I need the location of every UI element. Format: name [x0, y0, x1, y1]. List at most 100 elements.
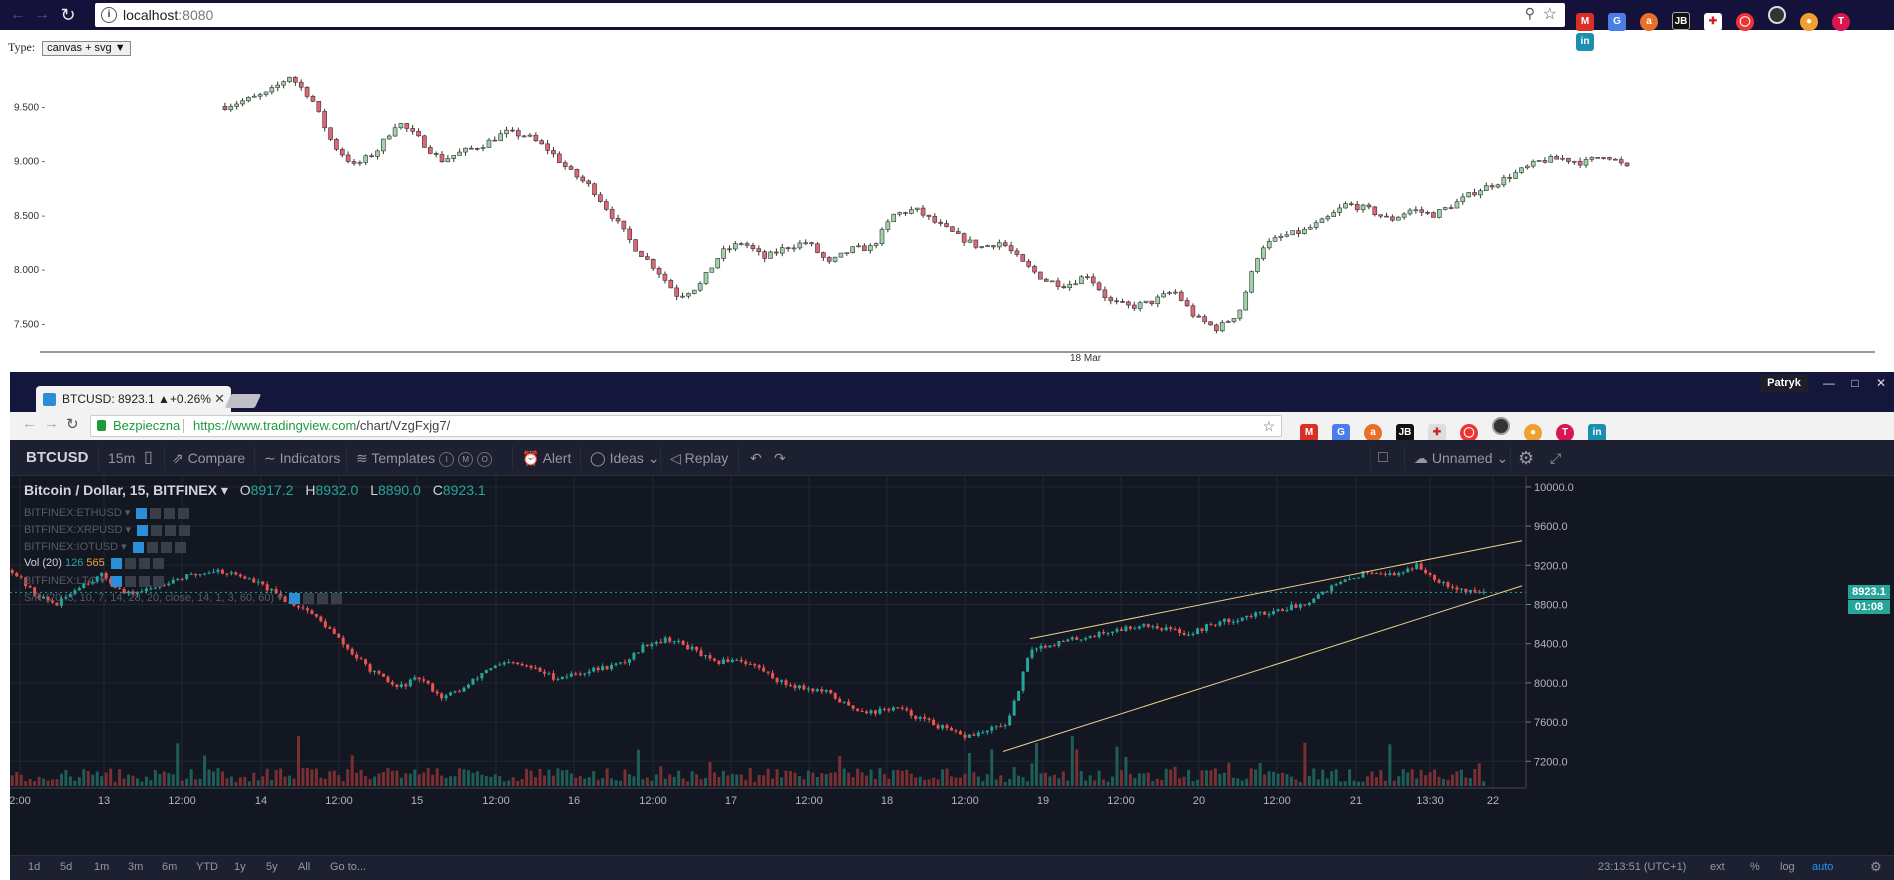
- settings-icon[interactable]: [125, 575, 137, 587]
- settings-gear-icon[interactable]: ⚙: [1518, 448, 1535, 468]
- ext-toggle[interactable]: ext: [1710, 861, 1725, 873]
- forward-icon[interactable]: →: [34, 6, 50, 23]
- range-1m[interactable]: 1m: [94, 861, 110, 873]
- chart-style-icon[interactable]: ▯: [144, 449, 153, 466]
- settings-icon[interactable]: [302, 592, 314, 604]
- shield-icon[interactable]: ◯: [1736, 13, 1754, 31]
- more-icon[interactable]: [316, 592, 328, 604]
- remove-icon[interactable]: [178, 507, 190, 519]
- settings-icon[interactable]: [124, 557, 136, 569]
- medical-icon[interactable]: ✚: [1428, 424, 1446, 442]
- linkedin-icon[interactable]: in: [1576, 33, 1594, 51]
- remove-icon[interactable]: [174, 541, 186, 553]
- shield-icon[interactable]: ◯: [1460, 424, 1478, 442]
- indicators-button[interactable]: ∼ Indicators: [264, 450, 341, 466]
- chevron-down-icon[interactable]: ▾: [121, 507, 131, 519]
- gmail-icon[interactable]: M: [1300, 424, 1318, 442]
- visibility-eye-icon[interactable]: [111, 575, 123, 587]
- fullscreen-box-icon[interactable]: □: [1378, 449, 1388, 466]
- range-5d[interactable]: 5d: [60, 861, 73, 873]
- reload-icon[interactable]: ↻: [66, 416, 79, 433]
- settings-icon[interactable]: [150, 507, 162, 519]
- more-icon[interactable]: [138, 557, 150, 569]
- remove-icon[interactable]: [153, 575, 165, 587]
- range-1d[interactable]: 1d: [28, 861, 41, 873]
- undo-icon[interactable]: ↶: [750, 450, 762, 466]
- fullscreen-icon[interactable]: ⤢: [1550, 450, 1562, 466]
- visibility-eye-icon[interactable]: [288, 592, 300, 604]
- back-icon[interactable]: ←: [22, 415, 37, 432]
- close-tab-icon[interactable]: ✕: [214, 391, 225, 406]
- study-item[interactable]: S/R (20, 3, 10, 7, 14, 28, 20, close, 14…: [24, 591, 342, 604]
- remove-icon[interactable]: [178, 524, 190, 536]
- jetbrains-icon[interactable]: JB: [1672, 12, 1690, 30]
- info-icon[interactable]: i: [101, 7, 117, 23]
- remove-icon[interactable]: [330, 592, 342, 604]
- remove-icon[interactable]: [152, 557, 164, 569]
- chevron-down-icon[interactable]: ▾: [96, 575, 106, 587]
- interval-button[interactable]: 15m: [108, 450, 136, 466]
- auto-toggle[interactable]: auto: [1812, 861, 1834, 873]
- chart-title[interactable]: Bitcoin / Dollar, 15, BITFINEX: [24, 482, 217, 498]
- settings-icon[interactable]: [146, 541, 158, 553]
- type-select[interactable]: canvas + svg ▼: [42, 41, 131, 56]
- ideas-button[interactable]: ◯ Ideas ⌄: [590, 450, 660, 466]
- new-tab-button[interactable]: [224, 394, 262, 408]
- tradingview-chart[interactable]: 10000.0 9600.0 9200.0 8800.0 8400.0 8000.0 760…: [10, 476, 1894, 855]
- zoom-icon[interactable]: ⚲: [1524, 5, 1535, 21]
- profile-badge[interactable]: Patryk: [1760, 374, 1808, 392]
- compare-button[interactable]: ⇗ Compare: [172, 450, 246, 466]
- settings-icon[interactable]: [150, 524, 162, 536]
- chevron-down-icon[interactable]: ▾: [220, 482, 228, 498]
- study-item[interactable]: BITFINEX:XRPUSD ▾: [24, 523, 190, 536]
- avast-icon[interactable]: a: [1364, 424, 1382, 442]
- translate-icon[interactable]: G: [1608, 13, 1626, 31]
- settings-gear-icon[interactable]: ⚙: [1870, 859, 1882, 874]
- study-item[interactable]: BITFINEX:ETHUSD ▾: [24, 506, 190, 519]
- gmail-icon[interactable]: M: [1576, 13, 1594, 31]
- chevron-down-icon[interactable]: ▾: [274, 592, 283, 604]
- bookmark-star-icon[interactable]: ☆: [1542, 6, 1557, 23]
- linkedin-icon[interactable]: in: [1588, 424, 1606, 442]
- range-ytd[interactable]: YTD: [196, 861, 218, 873]
- more-icon[interactable]: [160, 541, 172, 553]
- back-icon[interactable]: ←: [10, 6, 26, 23]
- redo-icon[interactable]: ↷: [774, 450, 786, 466]
- more-icon[interactable]: [164, 507, 176, 519]
- log-toggle[interactable]: log: [1780, 861, 1795, 873]
- visibility-eye-icon[interactable]: [136, 507, 148, 519]
- medical-icon[interactable]: ✚: [1704, 13, 1722, 31]
- range-1y[interactable]: 1y: [234, 861, 246, 873]
- replay-button[interactable]: ◁ Replay: [670, 450, 729, 466]
- visibility-eye-icon[interactable]: [136, 524, 148, 536]
- percent-toggle[interactable]: %: [1750, 861, 1760, 873]
- translate-icon[interactable]: G: [1332, 424, 1350, 442]
- tab-btcusd[interactable]: BTCUSD: 8923.1 ▲+0.26% ✕: [36, 386, 231, 412]
- address-bar[interactable]: i localhost:8080 ⚲ ☆: [95, 3, 1565, 27]
- more-icon[interactable]: [164, 524, 176, 536]
- range-6m[interactable]: 6m: [162, 861, 178, 873]
- eye-icon[interactable]: ●: [1524, 424, 1542, 442]
- target-icon[interactable]: [1768, 6, 1786, 24]
- range-3m[interactable]: 3m: [128, 861, 144, 873]
- target-icon[interactable]: [1492, 417, 1510, 435]
- study-item[interactable]: BITFINEX:LTC ▾: [24, 574, 165, 587]
- bookmark-star-icon[interactable]: ☆: [1262, 418, 1275, 434]
- avast-icon[interactable]: a: [1640, 13, 1658, 31]
- minimize-icon[interactable]: —: [1823, 376, 1835, 390]
- visibility-eye-icon[interactable]: [110, 557, 122, 569]
- tvtime-icon[interactable]: T: [1832, 13, 1850, 31]
- close-window-icon[interactable]: ✕: [1875, 376, 1887, 390]
- forward-icon[interactable]: →: [44, 415, 59, 432]
- jetbrains-icon[interactable]: JB: [1396, 424, 1414, 442]
- alert-button[interactable]: ⏰ Alert: [522, 450, 572, 466]
- address-text[interactable]: localhost:8080: [123, 7, 214, 23]
- address-bar[interactable]: Bezpieczna https://www.tradingview.com/c…: [90, 415, 1282, 437]
- visibility-eye-icon[interactable]: [132, 541, 144, 553]
- eye-icon[interactable]: ●: [1800, 13, 1818, 31]
- maximize-icon[interactable]: □: [1851, 376, 1859, 390]
- chevron-down-icon[interactable]: ▾: [118, 541, 127, 553]
- study-item[interactable]: Vol (20) 126 565: [24, 557, 164, 569]
- study-item[interactable]: BITFINEX:IOTUSD ▾: [24, 540, 186, 553]
- templates-button[interactable]: ≋ Templates I M O: [356, 440, 493, 476]
